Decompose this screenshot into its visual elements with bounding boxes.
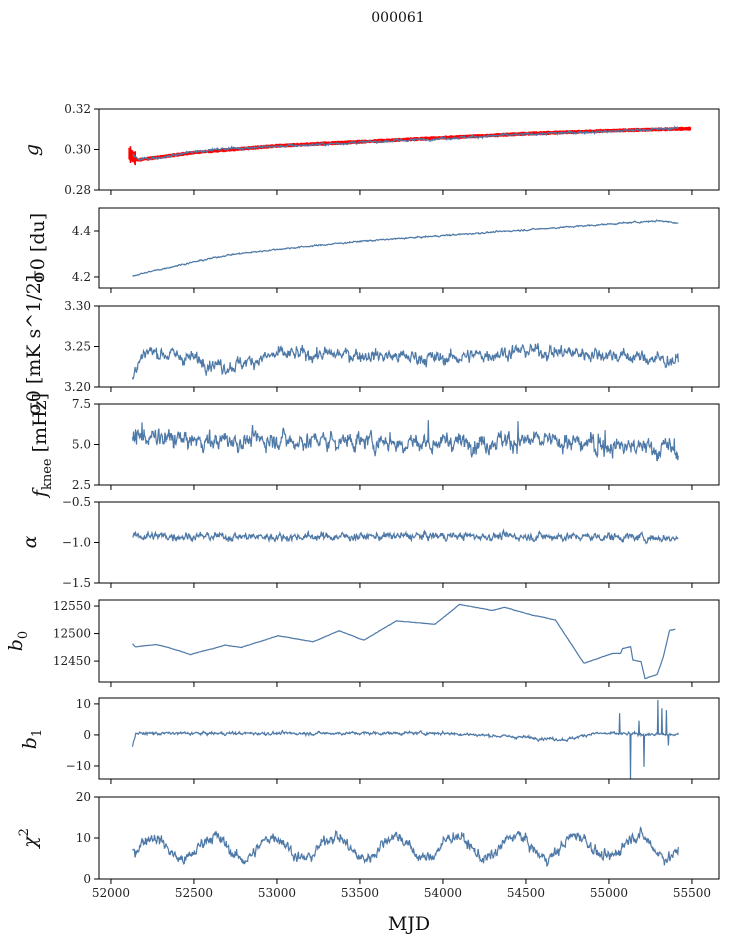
y-tick-label: 12550	[53, 599, 91, 613]
x-tick-label: 55000	[590, 886, 628, 900]
panel-b0: 12450 12500 12550 b0	[5, 599, 720, 687]
x-tick-label: 52500	[175, 886, 213, 900]
series-alpha	[132, 528, 679, 545]
x-tick-label: 53000	[258, 886, 296, 900]
y-axis-label-alpha: α	[19, 535, 41, 548]
x-axis-label: MJD	[388, 913, 430, 935]
axes-frame-b1	[98, 697, 720, 780]
y-axis-label-g: g	[21, 144, 43, 156]
y-tick-label: 3.20	[64, 380, 91, 394]
y-tick-label: 4.2	[72, 270, 91, 284]
axes-frame-g	[98, 108, 720, 191]
panel-sigma0-du: 4.2 4.4	[72, 207, 720, 293]
y-tick-label: −1.0	[62, 536, 91, 550]
x-tick-label: 54500	[507, 886, 545, 900]
x-tick-label: 52000	[92, 886, 130, 900]
series-sigma0-mk	[131, 343, 679, 381]
figure-title: 000061	[371, 10, 424, 26]
y-tick-label: 3.30	[64, 299, 91, 313]
y-tick-label: −1.5	[62, 576, 91, 590]
panel-fknee: 2.5 5.0 7.5 fknee [mHz]	[29, 393, 720, 499]
axes-frame-chi2	[98, 796, 720, 880]
series-b0	[132, 603, 676, 680]
series-g	[132, 125, 679, 162]
y-tick-label: 4.4	[72, 224, 91, 238]
plot-area-fknee	[131, 420, 679, 462]
series-fknee	[131, 420, 679, 462]
plot-area-b0	[132, 603, 676, 680]
series-chi2	[132, 826, 679, 867]
panel-b1: −10 0 10 b1	[19, 697, 720, 784]
y-tick-label: 3.25	[64, 340, 91, 354]
plot-area-sigma0-du	[132, 218, 679, 277]
y-tick-label: 0	[83, 872, 91, 886]
panel-chi2: 0 10 20 52000 52500 53000 53500 54000 54500 55000…	[17, 790, 720, 900]
y-axis-label-sigma0-mk: σ0 [mK s^1/2]	[23, 275, 45, 415]
y-tick-label: 0.32	[64, 102, 91, 116]
y-axis-label-b0: b0	[5, 631, 31, 651]
y-axis-label-fknee: fknee [mHz]	[29, 393, 55, 499]
plot-area-alpha	[132, 528, 679, 545]
y-tick-label: 0	[83, 728, 91, 742]
y-tick-label: 12450	[53, 654, 91, 668]
y-axis-label-chi2: χ2	[17, 828, 41, 850]
y-tick-label: 10	[76, 831, 91, 845]
y-tick-label: 0.30	[64, 143, 91, 157]
y-tick-label: 5.0	[72, 438, 91, 452]
y-tick-label: 10	[76, 697, 91, 711]
panel-sigma0-mk: 3.20 3.25 3.30	[64, 299, 720, 394]
series-sigma0-du	[132, 218, 679, 277]
y-tick-label: 12500	[53, 627, 91, 641]
series-b1	[131, 699, 679, 779]
y-tick-label: 2.5	[72, 478, 91, 492]
axes-frame-b0	[98, 599, 720, 683]
plot-area-b1	[131, 699, 679, 779]
plot-area-chi2	[132, 826, 679, 867]
plot-area-sigma0-mk	[131, 343, 679, 381]
x-tick-label: 54000	[424, 886, 462, 900]
y-axis-label-b1: b1	[19, 729, 45, 749]
y-tick-label: −10	[66, 759, 91, 773]
y-tick-label: −0.5	[62, 495, 91, 509]
y-axis-label-sigma0-du: σ0 [du]	[27, 213, 49, 283]
axes-frame-sigma0-du	[98, 207, 720, 289]
y-tick-label: 7.5	[72, 397, 91, 411]
x-tick-label: 53500	[341, 886, 379, 900]
panel-alpha: −1.5 −1.0 −0.5 α	[19, 495, 720, 590]
y-tick-label: 0.28	[64, 183, 91, 197]
plot-area-g	[128, 125, 692, 166]
x-tick-label: 55500	[673, 886, 711, 900]
overlay-model	[128, 126, 692, 166]
y-tick-label: 20	[76, 790, 91, 804]
axes-frame-sigma0-mk	[98, 305, 720, 388]
panel-g: 0.28 0.30 0.32 g	[21, 102, 720, 197]
